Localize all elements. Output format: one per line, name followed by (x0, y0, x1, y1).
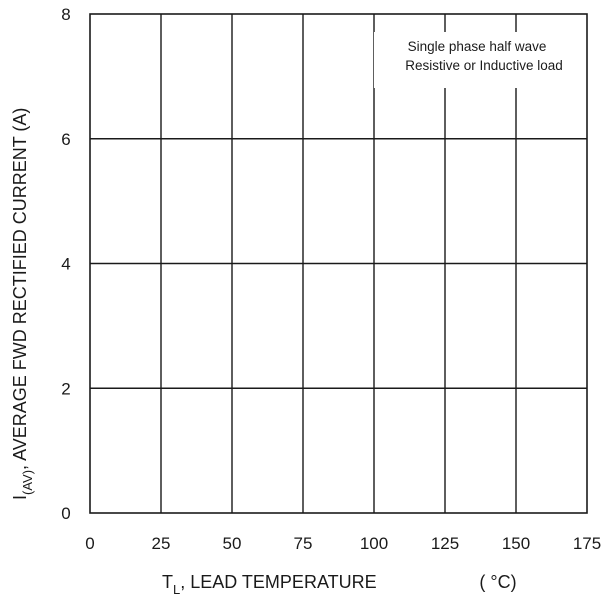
y-axis-label-rest: , AVERAGE FWD RECTIFIED CURRENT (A) (10, 108, 30, 470)
x-tick-label: 150 (502, 534, 530, 553)
y-tick-labels: 0 2 4 6 8 (61, 5, 70, 523)
x-axis-unit: ( °C) (479, 572, 516, 592)
grid-layer (90, 14, 587, 513)
y-axis-label: I(AV), AVERAGE FWD RECTIFIED CURRENT (A) (10, 108, 35, 500)
x-tick-label: 175 (573, 534, 601, 553)
x-axis-label-sub: L (173, 582, 180, 596)
y-tick-label: 6 (61, 130, 70, 149)
x-tick-label: 75 (294, 534, 313, 553)
y-tick-label: 8 (61, 5, 70, 24)
annotation-line-2: Resistive or Inductive load (405, 58, 563, 73)
y-tick-label: 4 (61, 255, 70, 274)
annotation-background (374, 32, 584, 88)
y-tick-label: 2 (61, 379, 70, 398)
y-axis-label-sub: (AV) (20, 470, 35, 495)
plot-frame (89, 13, 588, 514)
y-axis-label-main: I (10, 495, 30, 500)
x-tick-label: 25 (152, 534, 171, 553)
x-axis-label: TL, LEAD TEMPERATURE (162, 572, 377, 596)
annotation-line-1: Single phase half wave (408, 39, 547, 54)
x-axis-label-main: T (162, 572, 173, 592)
x-axis-label-rest: , LEAD TEMPERATURE (180, 572, 376, 592)
x-tick-label: 50 (223, 534, 242, 553)
y-tick-label: 0 (61, 504, 70, 523)
x-tick-label: 100 (360, 534, 388, 553)
x-tick-label: 125 (431, 534, 459, 553)
x-tick-label: 0 (85, 534, 94, 553)
x-tick-labels: 0 25 50 75 100 125 150 175 (85, 534, 601, 553)
